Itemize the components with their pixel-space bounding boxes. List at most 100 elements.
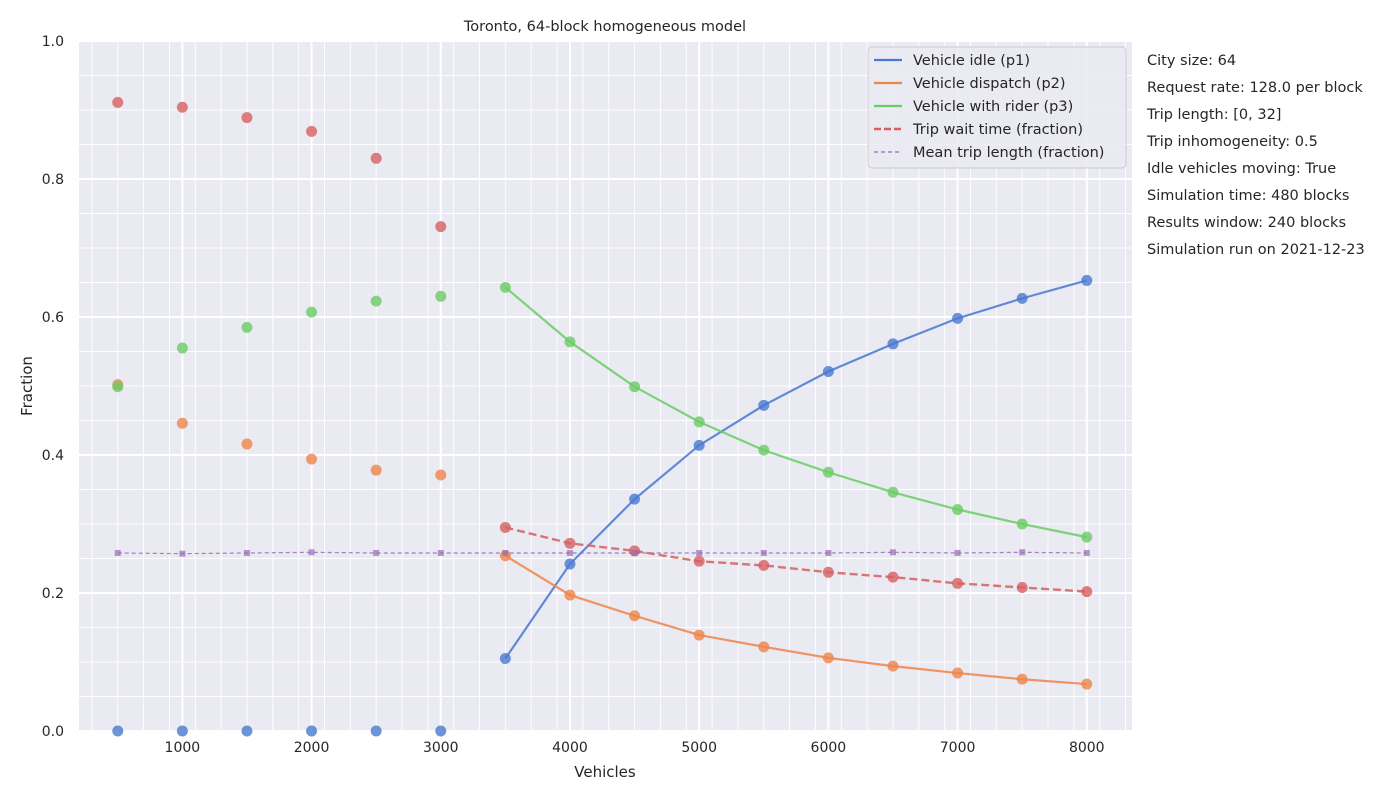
- data-point: [1081, 274, 1093, 286]
- data-point: [760, 549, 767, 556]
- x-tick-label: 4000: [552, 740, 588, 756]
- series-line: [505, 526, 1087, 593]
- data-point: [629, 610, 641, 622]
- data-point: [887, 660, 899, 672]
- legend-label: Vehicle idle (p1): [913, 53, 1030, 69]
- x-tick-label: 1000: [165, 740, 201, 756]
- data-point: [437, 549, 444, 556]
- data-point: [822, 466, 834, 478]
- data-point: [370, 295, 382, 307]
- data-point: [1081, 586, 1093, 598]
- y-tick-label: 0.6: [42, 310, 64, 326]
- data-point: [952, 577, 964, 589]
- data-point: [241, 112, 253, 124]
- data-point: [693, 416, 705, 428]
- simulation-parameters: City size: 64 Request rate: 128.0 per bl…: [1147, 48, 1365, 264]
- legend: Vehicle idle (p1) Vehicle dispatch (p2) Ve…: [867, 46, 1127, 169]
- data-point: [1016, 292, 1028, 304]
- data-point: [370, 725, 382, 737]
- data-point: [243, 549, 250, 556]
- data-point: [176, 101, 188, 113]
- legend-label: Vehicle dispatch (p2): [913, 76, 1066, 92]
- x-tick-label: 8000: [1069, 740, 1105, 756]
- data-point: [696, 549, 703, 556]
- data-point: [629, 381, 641, 393]
- data-point: [373, 549, 380, 556]
- data-point: [1016, 581, 1028, 593]
- trip-length-text: Trip length: [0, 32]: [1147, 107, 1282, 123]
- series-line: [504, 279, 1088, 660]
- y-tick-label: 0.0: [42, 724, 64, 740]
- trip-inhomogeneity-text: Trip inhomogeneity: 0.5: [1147, 134, 1318, 150]
- x-tick-label: 7000: [940, 740, 976, 756]
- data-point: [758, 399, 770, 411]
- data-point: [112, 381, 124, 393]
- data-point: [629, 493, 641, 505]
- data-point: [499, 521, 511, 533]
- data-point: [306, 306, 318, 318]
- data-point: [566, 549, 573, 556]
- legend-label: Trip wait time (fraction): [912, 122, 1083, 138]
- data-point: [241, 321, 253, 333]
- data-point: [954, 549, 961, 556]
- x-axis-label: Vehicles: [574, 763, 636, 781]
- data-point: [822, 652, 834, 664]
- data-point: [564, 336, 576, 348]
- legend-box: [867, 46, 1127, 169]
- data-point: [1019, 549, 1026, 556]
- data-point: [306, 725, 318, 737]
- data-point: [822, 566, 834, 578]
- data-point: [306, 125, 318, 137]
- data-point: [952, 667, 964, 679]
- results-window-text: Results window: 240 blocks: [1147, 215, 1346, 231]
- data-point: [1016, 673, 1028, 685]
- data-point: [112, 96, 124, 108]
- series-line: [504, 554, 1087, 686]
- x-tick-labels: 1000 2000 3000 4000 5000 6000 7000 8000: [165, 740, 1105, 756]
- data-point: [693, 555, 705, 567]
- y-tick-label: 1.0: [42, 34, 64, 50]
- y-tick-label: 0.8: [42, 172, 64, 188]
- series-1: [112, 274, 1093, 737]
- data-point: [176, 725, 188, 737]
- simulation-run-date-text: Simulation run on 2021-12-23: [1147, 242, 1365, 258]
- series-5: [114, 549, 1090, 557]
- data-point: [112, 725, 124, 737]
- data-point: [889, 549, 896, 556]
- data-point: [825, 549, 832, 556]
- x-tick-label: 3000: [423, 740, 459, 756]
- data-point: [502, 549, 509, 556]
- data-point: [822, 366, 834, 378]
- data-point: [1081, 678, 1093, 690]
- data-point: [1081, 531, 1093, 543]
- data-point: [306, 453, 318, 465]
- x-tick-label: 6000: [811, 740, 847, 756]
- x-tick-label: 2000: [294, 740, 330, 756]
- data-point: [631, 549, 638, 556]
- simulation-time-text: Simulation time: 480 blocks: [1147, 188, 1350, 204]
- data-point: [435, 290, 447, 302]
- data-point: [564, 589, 576, 601]
- series-4: [112, 96, 1093, 598]
- data-point: [758, 444, 770, 456]
- data-point: [499, 281, 511, 293]
- data-point: [887, 571, 899, 583]
- data-point: [564, 537, 576, 549]
- data-point: [370, 464, 382, 476]
- minor-grid: [79, 41, 1132, 731]
- data-point: [176, 342, 188, 354]
- major-grid: [79, 40, 1132, 732]
- data-point: [176, 417, 188, 429]
- request-rate-text: Request rate: 128.0 per block: [1147, 80, 1363, 96]
- series-layer: [112, 96, 1093, 737]
- chart-title: Toronto, 64-block homogeneous model: [463, 19, 746, 35]
- data-point: [693, 439, 705, 451]
- legend-label: Vehicle with rider (p3): [913, 99, 1073, 115]
- data-point: [887, 338, 899, 350]
- data-point: [308, 549, 315, 556]
- data-point: [758, 559, 770, 571]
- data-point: [693, 629, 705, 641]
- data-point: [952, 504, 964, 516]
- data-point: [952, 312, 964, 324]
